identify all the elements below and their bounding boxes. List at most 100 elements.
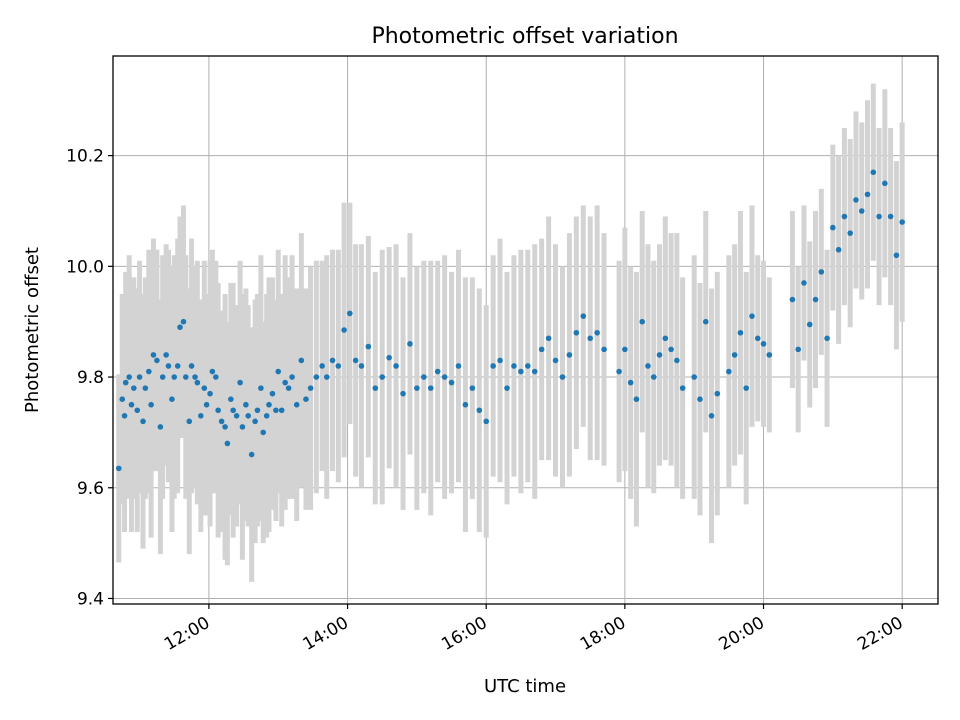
data-point [171,374,178,380]
data-point [192,374,198,380]
data-point [180,318,187,325]
data-point [347,310,353,317]
data-point [188,363,195,369]
data-point [215,407,221,414]
data-point [407,341,413,347]
data-point [228,396,234,402]
data-point [307,385,314,391]
data-point [864,191,871,198]
data-point [835,246,842,253]
data-point [323,374,330,380]
data-point [559,374,566,380]
data-point [263,412,270,419]
data-point [285,385,292,391]
data-point [313,374,320,380]
data-point [177,324,183,331]
data-point [679,385,686,391]
data-point [469,385,476,391]
data-point [566,352,573,358]
data-point [656,352,663,358]
y-axis-ticks: 9.4 9.6 9.8 10.0 10.2 [66,147,113,609]
data-point [237,379,243,386]
data-point [218,418,225,425]
data-point [303,396,309,402]
data-point [691,374,697,380]
data-point [372,385,379,391]
data-point [518,368,524,375]
data-point [737,329,744,336]
chart-title: Photometric offset variation [371,24,678,49]
data-point [140,418,146,425]
data-point [266,401,272,408]
data-point [150,352,157,358]
y-tick-label: 10.0 [66,257,104,277]
data-point [275,368,282,375]
data-point [887,213,894,220]
data-point [201,385,208,391]
data-point [379,374,386,380]
data-point [421,374,427,380]
data-point [490,363,496,369]
data-point [213,374,219,380]
data-point [122,379,129,386]
data-point [186,418,193,425]
data-point [731,352,738,358]
data-point [126,374,132,380]
data-point [222,424,228,430]
data-point [627,379,634,386]
data-point [789,296,796,303]
data-point [714,390,721,397]
data-point [233,412,240,419]
data-point [273,407,279,414]
data-point [278,407,285,414]
data-point [198,412,204,419]
data-point [633,396,640,402]
data-point [812,296,819,303]
data-point [182,374,189,380]
data-point [853,197,859,203]
data-point [115,465,122,472]
data-point [329,357,336,364]
data-point [130,385,137,391]
data-point [194,379,201,386]
data-point [121,412,128,419]
y-tick-label: 10.2 [66,147,104,167]
data-point [830,224,836,231]
data-point [136,374,143,380]
x-axis-label: UTC time [484,676,566,697]
data-point [174,363,181,369]
data-point [335,363,342,369]
data-point [749,313,755,319]
data-point [801,280,807,286]
data-point [455,363,462,369]
data-point [157,424,164,430]
data-point [573,329,580,336]
data-point [650,374,657,380]
data-point [414,385,420,391]
data-point [154,357,160,364]
data-point [538,346,545,353]
data-point [169,396,175,402]
data-point [531,368,538,375]
data-point [899,219,905,225]
data-point [400,390,406,397]
data-point [252,418,258,425]
data-point [224,440,231,447]
data-point [858,208,865,214]
data-point [760,341,767,347]
data-point [476,407,483,414]
data-point [882,180,888,187]
data-point [525,363,531,369]
data-point [245,412,251,419]
data-point [483,418,490,425]
y-tick-label: 9.8 [77,368,104,388]
data-point [594,329,600,336]
data-point [282,379,288,386]
data-point [319,363,325,369]
data-point [462,401,469,408]
data-point [806,321,813,328]
data-point [674,357,680,364]
data-point [622,346,628,353]
data-point [298,357,305,364]
